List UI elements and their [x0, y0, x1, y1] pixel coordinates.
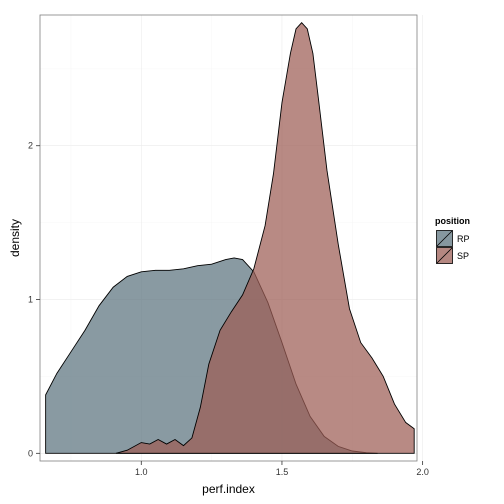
x-tick-label: 1.5	[276, 467, 289, 477]
legend-key-slash	[436, 247, 453, 264]
x-axis-title: perf.index	[202, 482, 255, 496]
y-axis-title: density	[8, 219, 22, 257]
x-tick-label: 2.0	[416, 467, 429, 477]
density-areas	[45, 22, 415, 454]
axes: 1.0 1.5 2.0 0 1 2	[28, 141, 429, 477]
density-area-sp	[115, 22, 415, 454]
legend-label-sp: SP	[457, 251, 469, 261]
y-tick-label: 0	[28, 448, 33, 458]
plot-panel	[39, 14, 418, 462]
y-tick-label: 2	[28, 141, 33, 151]
legend-label-rp: RP	[457, 234, 470, 244]
legend: position RP SP	[435, 216, 470, 264]
y-tick-label: 1	[28, 295, 33, 305]
x-tick-label: 1.0	[135, 467, 148, 477]
legend-title: position	[435, 216, 470, 226]
legend-key-slash	[436, 230, 453, 247]
